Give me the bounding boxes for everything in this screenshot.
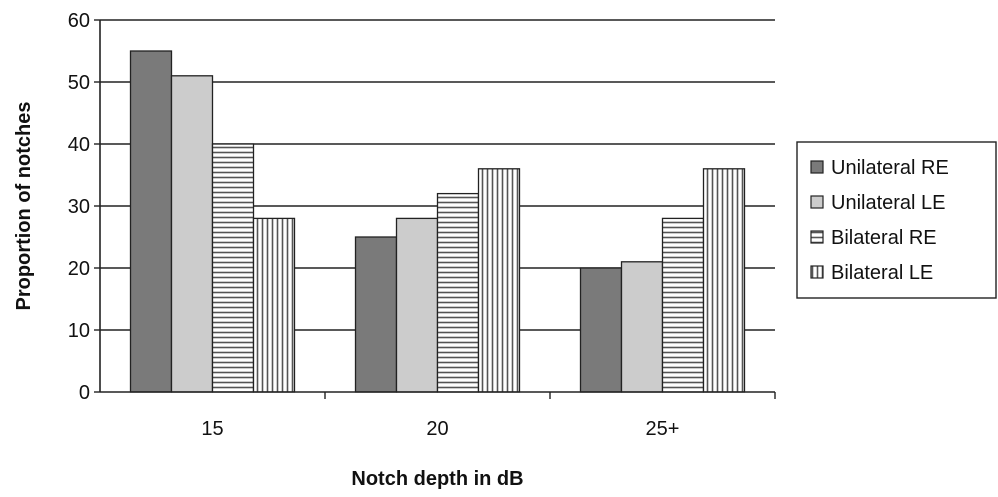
bars — [129, 50, 746, 393]
x-axis-title: Notch depth in dB — [351, 468, 523, 490]
bar-unilateral-le-15 — [170, 75, 214, 393]
y-tick-label: 10 — [68, 320, 90, 342]
bar-bilateral-re-25plus — [661, 217, 705, 393]
axes — [94, 19, 776, 399]
bar-bilateral-re-15 — [211, 143, 255, 393]
x-tick-label: 15 — [201, 418, 223, 440]
y-tick-label: 30 — [68, 196, 90, 218]
legend-swatch — [810, 160, 824, 174]
legend-label: Unilateral LE — [831, 192, 946, 214]
legend-label: Unilateral RE — [831, 157, 949, 179]
bar-unilateral-re-25plus — [579, 267, 623, 393]
y-tick-label: 40 — [68, 134, 90, 156]
bar-bilateral-le-15 — [252, 217, 296, 393]
x-tick-label: 25+ — [646, 418, 680, 440]
bar-bilateral-re-20 — [436, 192, 480, 393]
legend: Unilateral RE Unilateral LE Bilateral RE Bi… — [796, 141, 997, 299]
y-axis-title: Proportion of notches — [13, 102, 35, 311]
x-tick-label: 20 — [426, 418, 448, 440]
legend-swatch — [810, 265, 824, 279]
y-tick-label: 60 — [68, 10, 90, 32]
legend-label: Bilateral LE — [831, 262, 933, 284]
legend-label: Bilateral RE — [831, 227, 937, 249]
bar-unilateral-le-25plus — [620, 261, 664, 393]
tick-labels: 0 10 20 30 40 50 60 15 20 25+ — [68, 10, 680, 440]
bar-unilateral-re-15 — [129, 50, 173, 393]
legend-box — [796, 141, 997, 299]
bar-unilateral-le-20 — [395, 217, 439, 393]
y-tick-label: 50 — [68, 72, 90, 94]
y-tick-label: 20 — [68, 258, 90, 280]
legend-swatch — [810, 195, 824, 209]
bar-unilateral-re-20 — [354, 236, 398, 393]
legend-swatch — [810, 230, 824, 244]
y-tick-label: 0 — [79, 382, 90, 404]
bar-bilateral-le-20 — [477, 168, 521, 393]
bar-bilateral-le-25plus — [702, 168, 746, 393]
